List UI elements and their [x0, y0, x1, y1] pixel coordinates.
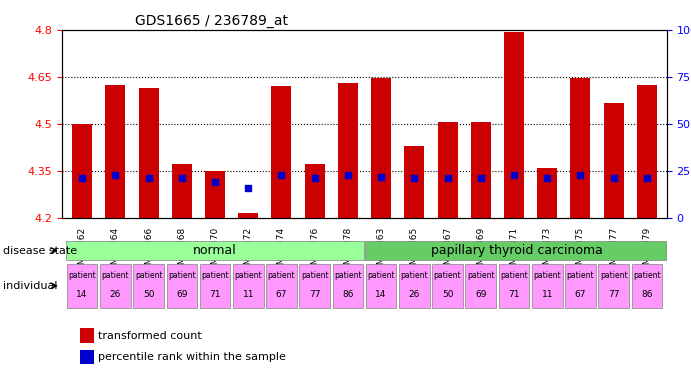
- Text: GDS1665 / 236789_at: GDS1665 / 236789_at: [135, 13, 287, 28]
- Bar: [66, 241, 364, 260]
- Bar: [238, 213, 258, 217]
- Text: 86: 86: [342, 290, 354, 298]
- Bar: [133, 264, 164, 308]
- Bar: [466, 264, 496, 308]
- Text: patient: patient: [533, 271, 561, 280]
- Bar: [637, 85, 657, 218]
- Text: individual: individual: [3, 281, 58, 291]
- Text: 86: 86: [641, 290, 652, 298]
- Bar: [67, 264, 97, 308]
- Text: patient: patient: [401, 271, 428, 280]
- Text: 26: 26: [408, 290, 420, 298]
- Bar: [366, 264, 397, 308]
- Bar: [571, 78, 590, 218]
- Text: 69: 69: [475, 290, 486, 298]
- Bar: [80, 350, 93, 364]
- Text: 71: 71: [209, 290, 220, 298]
- Bar: [299, 264, 330, 308]
- Bar: [80, 328, 93, 343]
- Text: 26: 26: [110, 290, 121, 298]
- Bar: [404, 146, 424, 218]
- Bar: [537, 168, 557, 217]
- Bar: [437, 122, 457, 218]
- Text: patient: patient: [567, 271, 594, 280]
- Text: percentile rank within the sample: percentile rank within the sample: [98, 352, 286, 362]
- Text: patient: patient: [500, 271, 528, 280]
- Text: patient: patient: [102, 271, 129, 280]
- Bar: [499, 264, 529, 308]
- Bar: [266, 264, 296, 308]
- Bar: [72, 124, 92, 218]
- Text: 69: 69: [176, 290, 187, 298]
- Bar: [305, 164, 325, 218]
- Text: patient: patient: [201, 271, 229, 280]
- Bar: [233, 264, 263, 308]
- Bar: [139, 88, 158, 218]
- Text: normal: normal: [193, 244, 237, 257]
- Text: 14: 14: [375, 290, 387, 298]
- Text: 67: 67: [276, 290, 287, 298]
- Bar: [200, 264, 230, 308]
- Bar: [598, 264, 629, 308]
- Text: patient: patient: [434, 271, 462, 280]
- Text: patient: patient: [633, 271, 661, 280]
- Text: patient: patient: [168, 271, 196, 280]
- Text: patient: patient: [467, 271, 495, 280]
- Bar: [338, 83, 358, 218]
- Bar: [332, 264, 363, 308]
- Text: patient: patient: [135, 271, 162, 280]
- Bar: [565, 264, 596, 308]
- Text: patient: patient: [600, 271, 627, 280]
- Bar: [100, 264, 131, 308]
- Bar: [272, 86, 292, 218]
- Text: patient: patient: [301, 271, 328, 280]
- Text: patient: patient: [334, 271, 361, 280]
- Bar: [433, 264, 463, 308]
- Text: 50: 50: [143, 290, 154, 298]
- Text: patient: patient: [68, 271, 96, 280]
- Text: 77: 77: [608, 290, 619, 298]
- Text: patient: patient: [234, 271, 262, 280]
- Bar: [205, 171, 225, 217]
- Text: transformed count: transformed count: [98, 330, 202, 340]
- Bar: [364, 241, 666, 260]
- Text: 71: 71: [509, 290, 520, 298]
- Text: 11: 11: [542, 290, 553, 298]
- Text: papillary thyroid carcinoma: papillary thyroid carcinoma: [430, 244, 603, 257]
- Text: patient: patient: [368, 271, 395, 280]
- Bar: [632, 264, 662, 308]
- Bar: [371, 78, 391, 218]
- Text: patient: patient: [267, 271, 295, 280]
- Bar: [532, 264, 562, 308]
- Bar: [172, 164, 191, 218]
- Bar: [471, 122, 491, 218]
- Text: 77: 77: [309, 290, 321, 298]
- Bar: [105, 85, 125, 218]
- Bar: [504, 32, 524, 217]
- Bar: [399, 264, 430, 308]
- Text: 14: 14: [77, 290, 88, 298]
- Text: 50: 50: [442, 290, 453, 298]
- Bar: [604, 104, 623, 218]
- Text: disease state: disease state: [3, 246, 77, 255]
- Text: 11: 11: [243, 290, 254, 298]
- Bar: [167, 264, 197, 308]
- Text: 67: 67: [575, 290, 586, 298]
